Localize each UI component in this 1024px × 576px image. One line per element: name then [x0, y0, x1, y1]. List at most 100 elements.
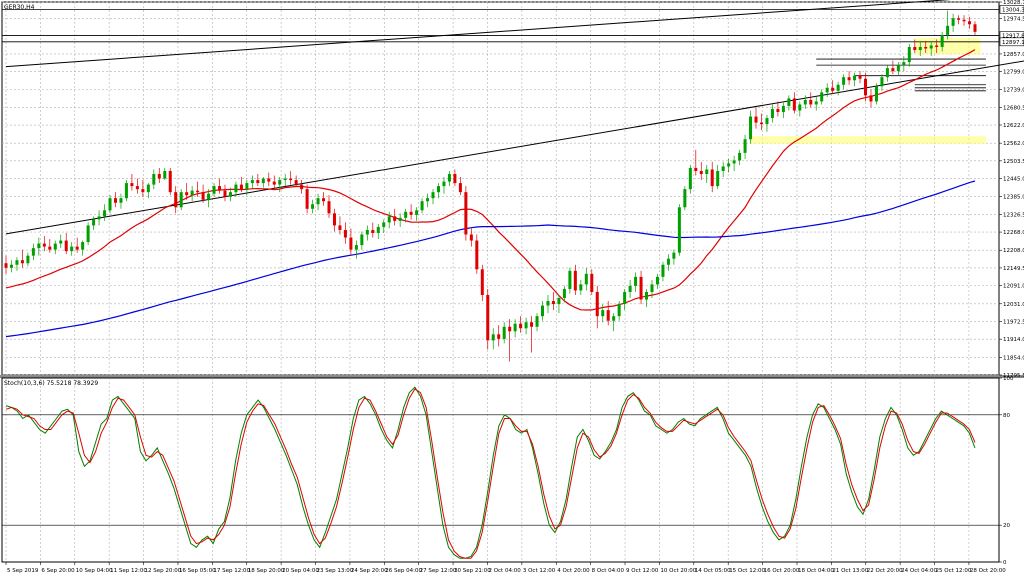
candle-body	[924, 46, 928, 49]
candle-body	[727, 163, 731, 167]
candle-body	[431, 192, 435, 199]
price-tick-label: 12622.0	[1003, 123, 1024, 129]
candle-body	[655, 276, 659, 285]
candle-body	[770, 108, 774, 119]
candle-body	[666, 258, 670, 265]
candle-body	[201, 192, 205, 200]
trendline	[5, 0, 952, 68]
candle-body	[502, 326, 506, 339]
candle-body	[508, 326, 512, 332]
time-tick-label: 21 Oct 13:00	[832, 568, 868, 574]
candle-body	[354, 245, 358, 250]
moving-average-line	[5, 49, 976, 311]
time-tick-label: 27 Sep 12:00	[420, 568, 457, 574]
stoch-tick-label: 80	[1003, 413, 1010, 419]
time-tick-label: 10 Sep 04:00	[76, 568, 113, 574]
stoch-indicator-label: Stoch(10,3,6) 75.5218 78.3929	[4, 380, 98, 387]
candle-body	[53, 243, 57, 250]
candle-body	[272, 181, 276, 185]
candle-body	[305, 189, 309, 209]
price-tick-label: 12562.0	[1003, 141, 1024, 147]
candle-body	[124, 183, 128, 199]
candle-body	[831, 87, 835, 91]
time-tick-label: 15 Oct 12:00	[729, 568, 765, 574]
time-tick-label: 25 Oct 12:00	[936, 568, 972, 574]
moving-averages	[5, 49, 976, 338]
candle-body	[174, 192, 178, 208]
candle-body	[573, 270, 577, 291]
candle-body	[464, 192, 468, 235]
candle-body	[119, 198, 123, 203]
candle-body	[847, 77, 851, 81]
candle-body	[20, 260, 24, 264]
stoch-tick-label: 0	[1003, 560, 1007, 566]
stoch-tick-label: 20	[1003, 523, 1010, 529]
candle-body	[223, 190, 227, 197]
candle-body	[64, 240, 68, 252]
stoch-tick-label: 100	[1003, 376, 1014, 382]
time-tick-label: 6 Sep 20:00	[41, 568, 75, 574]
candle-body	[869, 95, 873, 102]
candle-body	[590, 273, 594, 292]
price-label-box	[999, 5, 1024, 14]
candle-body	[776, 108, 780, 113]
price-tick-label: 12680.5	[1003, 105, 1024, 111]
time-tick-label: 10 Oct 20:00	[660, 568, 696, 574]
candle-body	[743, 139, 747, 153]
candle-body	[497, 334, 501, 339]
price-tick-label: 12091.0	[1003, 284, 1024, 290]
candle-body	[957, 18, 961, 20]
time-tick-label: 3 Oct 12:00	[523, 568, 556, 574]
time-tick-label: 5 Sep 2019	[7, 568, 39, 574]
price-tick-label: 12857.0	[1003, 52, 1024, 58]
candle-body	[874, 86, 878, 102]
candle-body	[86, 225, 90, 243]
candle-body	[524, 322, 528, 329]
candle-body	[92, 219, 96, 226]
candle-body	[623, 291, 627, 305]
candle-body	[968, 21, 972, 25]
time-tick-label: 26 Sep 04:00	[385, 568, 422, 574]
candle-body	[316, 198, 320, 205]
candle-body	[951, 18, 955, 26]
candle-body	[382, 222, 386, 227]
candle-body	[283, 178, 287, 181]
candle-body	[469, 234, 473, 241]
price-tick-label: 11795.5	[1003, 373, 1024, 379]
stoch-grid	[1, 377, 1000, 563]
candle-body	[792, 98, 796, 111]
candle-body	[551, 301, 555, 305]
candle-body	[885, 68, 889, 78]
price-tick-label: 12149.5	[1003, 266, 1024, 272]
candle-body	[376, 226, 380, 233]
candle-body	[617, 304, 621, 317]
price-tick-label: 12974.5	[1003, 16, 1024, 22]
candle-body	[825, 87, 829, 93]
candle-body	[541, 305, 545, 317]
price-tick-label: 12503.5	[1003, 159, 1024, 165]
time-tick-label: 18 Sep 20:00	[248, 568, 285, 574]
candle-body	[584, 273, 588, 285]
candle-body	[913, 46, 917, 51]
price-tick-label: 12268.0	[1003, 230, 1024, 236]
candle-body	[261, 178, 265, 184]
candle-body	[809, 99, 813, 105]
candle-body	[480, 269, 484, 295]
main-grid	[0, 1, 1024, 378]
candle-body	[661, 264, 665, 277]
candle-body	[327, 201, 331, 214]
time-tick-label: 8 Oct 04:00	[592, 568, 625, 574]
candle-body	[349, 237, 353, 250]
candle-body	[113, 198, 117, 203]
candle-body	[973, 24, 977, 32]
time-tick-label: 24 Oct 04:00	[901, 568, 937, 574]
candle-body	[530, 322, 534, 327]
candle-body	[393, 216, 397, 221]
time-tick-label: 20 Sep 04:00	[282, 568, 319, 574]
candle-body	[672, 252, 676, 259]
candle-body	[935, 45, 939, 47]
time-tick-label: 17 Sep 12:00	[213, 568, 250, 574]
candle-body	[97, 216, 101, 220]
candle-body	[639, 276, 643, 300]
